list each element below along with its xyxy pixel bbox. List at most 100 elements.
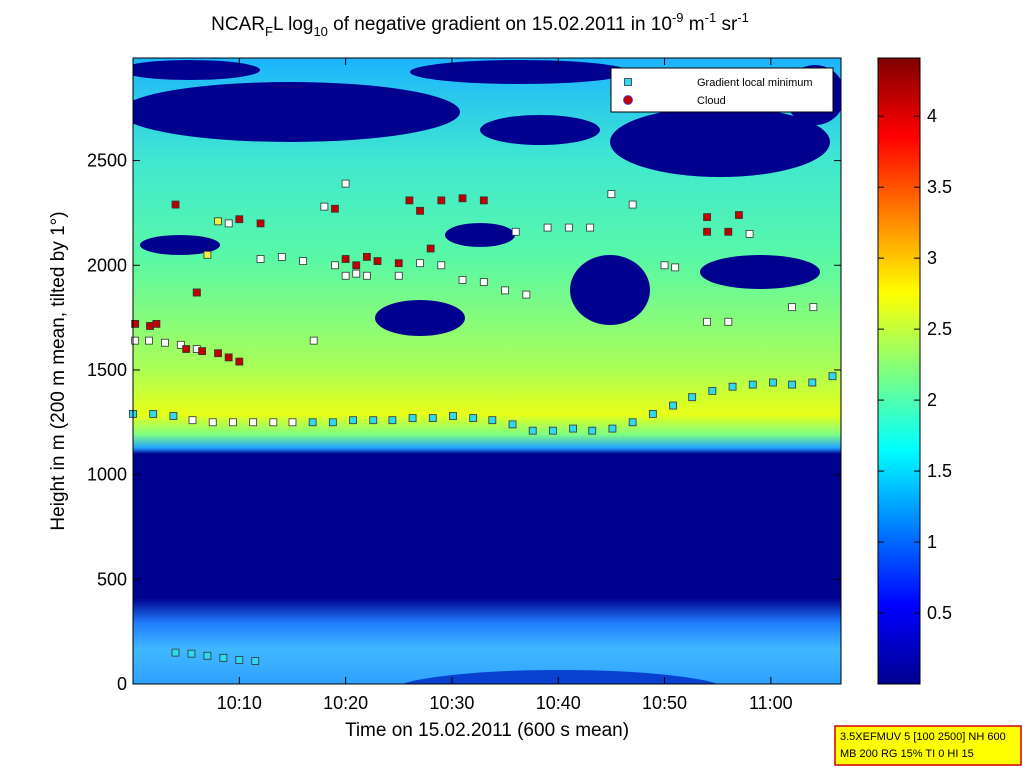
point bbox=[628, 418, 637, 427]
x-tick-label: 10:10 bbox=[217, 693, 262, 713]
point bbox=[426, 244, 435, 253]
point bbox=[362, 252, 371, 261]
point bbox=[458, 276, 467, 284]
point bbox=[309, 336, 318, 345]
point bbox=[192, 288, 201, 297]
colorbar-tick-label: 1 bbox=[927, 532, 937, 552]
point bbox=[341, 255, 350, 263]
point bbox=[171, 648, 180, 657]
y-tick-label: 0 bbox=[117, 674, 127, 694]
point bbox=[522, 290, 531, 299]
point bbox=[256, 255, 265, 263]
point bbox=[703, 213, 711, 222]
point bbox=[145, 336, 153, 345]
point bbox=[745, 229, 754, 238]
point bbox=[146, 322, 154, 330]
point bbox=[229, 418, 237, 427]
x-tick-label: 10:50 bbox=[642, 693, 687, 713]
point bbox=[369, 416, 378, 425]
point bbox=[224, 219, 233, 228]
point bbox=[235, 215, 244, 224]
point bbox=[235, 656, 244, 664]
x-tick-label: 10:40 bbox=[536, 693, 581, 713]
point bbox=[198, 347, 206, 356]
point bbox=[331, 204, 339, 213]
y-tick-label: 2500 bbox=[87, 151, 127, 171]
point bbox=[488, 416, 497, 425]
point bbox=[508, 420, 517, 429]
legend: Gradient local minimum Cloud bbox=[610, 67, 834, 113]
point bbox=[809, 303, 818, 312]
x-tick-label: 10:20 bbox=[323, 693, 368, 713]
point bbox=[299, 257, 307, 265]
point bbox=[528, 426, 537, 435]
point bbox=[208, 418, 217, 427]
point bbox=[131, 319, 140, 328]
point bbox=[628, 200, 637, 209]
point bbox=[373, 257, 382, 265]
point bbox=[416, 206, 424, 215]
point bbox=[288, 418, 297, 427]
point bbox=[269, 418, 278, 427]
point bbox=[437, 261, 446, 270]
point bbox=[160, 338, 169, 347]
x-tick-label: 10:30 bbox=[429, 693, 474, 713]
point bbox=[362, 271, 371, 280]
point bbox=[748, 380, 757, 389]
x-axis-label: Time on 15.02.2011 (600 s mean) bbox=[345, 720, 629, 741]
point bbox=[586, 223, 595, 232]
point bbox=[511, 227, 520, 236]
point bbox=[479, 196, 488, 205]
point bbox=[405, 196, 414, 205]
point bbox=[808, 378, 817, 387]
point bbox=[203, 250, 212, 259]
point bbox=[569, 424, 578, 433]
point bbox=[724, 317, 733, 326]
point bbox=[564, 223, 573, 232]
y-tick-label: 1500 bbox=[87, 360, 127, 380]
point bbox=[828, 372, 837, 381]
point bbox=[549, 426, 557, 435]
point bbox=[788, 380, 796, 389]
point bbox=[788, 303, 796, 312]
legend-marker bbox=[624, 78, 632, 86]
point bbox=[320, 202, 329, 211]
point bbox=[176, 340, 185, 349]
colorbar-tick-label: 2 bbox=[927, 390, 937, 410]
legend-label: Gradient local minimum bbox=[697, 77, 813, 89]
point bbox=[394, 271, 403, 280]
point bbox=[724, 227, 733, 236]
point bbox=[188, 416, 197, 425]
point bbox=[341, 271, 350, 280]
point bbox=[428, 414, 437, 423]
point bbox=[171, 200, 180, 209]
point bbox=[735, 211, 743, 219]
point bbox=[169, 412, 178, 420]
chart-title: NCARFL log10 of negative gradient on 15.… bbox=[211, 10, 749, 39]
point bbox=[703, 227, 711, 236]
x-tick-label: 11:00 bbox=[749, 693, 793, 713]
point bbox=[331, 261, 339, 270]
point bbox=[543, 223, 552, 232]
point bbox=[648, 410, 657, 418]
point bbox=[203, 651, 212, 660]
y-tick-label: 500 bbox=[97, 569, 127, 589]
point bbox=[149, 410, 158, 418]
point bbox=[341, 179, 350, 188]
point bbox=[277, 252, 286, 261]
colorbar-tick-label: 1.5 bbox=[927, 461, 952, 481]
point bbox=[388, 416, 397, 425]
colorbar-tick-label: 0.5 bbox=[927, 603, 952, 623]
colorbar-tick-label: 3 bbox=[927, 248, 937, 268]
info-box: 3.5XEFMUV 5 [100 2500] NH 600 MB 200 RG … bbox=[834, 725, 1022, 766]
point bbox=[479, 278, 488, 286]
point bbox=[214, 217, 222, 226]
point bbox=[671, 263, 680, 272]
point bbox=[708, 386, 717, 395]
point bbox=[501, 286, 509, 295]
point bbox=[458, 194, 467, 203]
point bbox=[182, 345, 191, 353]
plot-frame bbox=[132, 57, 842, 685]
colorbar-tick-label: 2.5 bbox=[927, 319, 952, 339]
